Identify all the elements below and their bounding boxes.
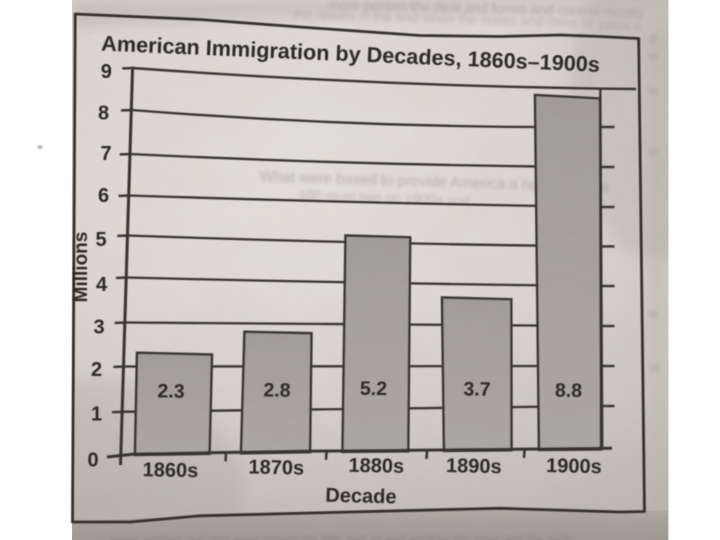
- svg-text:8: 8: [98, 102, 109, 124]
- svg-text:4: 4: [96, 274, 108, 296]
- svg-text:1900s: 1900s: [546, 455, 602, 478]
- svg-text:8.8: 8.8: [555, 380, 583, 402]
- svg-text:1: 1: [91, 403, 102, 425]
- svg-text:some another text and were mov: some another text and were moved the lit…: [110, 532, 573, 540]
- svg-text:2.8: 2.8: [263, 379, 291, 401]
- svg-text:1890s: 1890s: [446, 455, 502, 478]
- svg-text:2: 2: [91, 359, 102, 381]
- svg-text:Decade: Decade: [325, 485, 397, 509]
- svg-text:7: 7: [100, 143, 111, 165]
- svg-text:0: 0: [87, 449, 98, 471]
- svg-text:1860s: 1860s: [142, 459, 198, 482]
- svg-text:1880s: 1880s: [348, 455, 404, 478]
- svg-text:d: d: [649, 31, 656, 45]
- svg-text:w: w: [648, 49, 658, 63]
- svg-text:5.2: 5.2: [360, 378, 388, 400]
- svg-text:9: 9: [101, 61, 112, 83]
- svg-text:6: 6: [98, 185, 109, 207]
- svg-text:3: 3: [93, 316, 104, 338]
- svg-text:le: le: [649, 307, 659, 321]
- svg-text:1900s a: 1900s a: [598, 19, 641, 33]
- svg-text:w: w: [648, 144, 658, 158]
- svg-text:1870s: 1870s: [248, 456, 304, 479]
- svg-text:Millions: Millions: [71, 232, 92, 303]
- svg-text:2.3: 2.3: [157, 380, 185, 402]
- svg-text:5: 5: [95, 229, 106, 251]
- svg-text:W: W: [649, 361, 661, 375]
- svg-text:le: le: [649, 84, 659, 98]
- svg-text:3.7: 3.7: [463, 378, 490, 400]
